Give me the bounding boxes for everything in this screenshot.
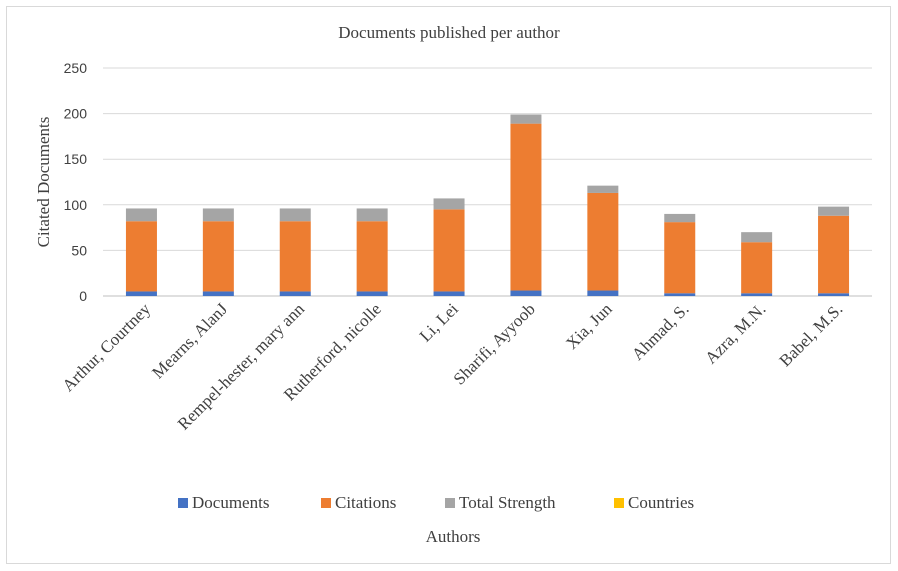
- bar-segment: [818, 215, 850, 294]
- bar-segment: [587, 192, 619, 291]
- bar-segment: [125, 208, 157, 222]
- legend-swatch: [178, 498, 188, 508]
- x-tick-label: Sharifi, Ayyoob: [450, 299, 539, 388]
- y-tick-label: 150: [64, 151, 88, 167]
- bar-segment: [202, 208, 234, 222]
- bar-segment: [356, 291, 388, 296]
- legend-swatch: [614, 498, 624, 508]
- bar-segment: [279, 291, 311, 296]
- bar-segment: [125, 291, 157, 296]
- y-axis-ticks: 0 50 100 150 200 250: [64, 60, 88, 304]
- chart-title: Documents published per author: [338, 23, 560, 42]
- bar-segment: [818, 293, 850, 296]
- bar-segment: [510, 123, 542, 291]
- bar-segment: [433, 291, 465, 296]
- legend-swatch: [445, 498, 455, 508]
- x-tick-label: Rempel-hester, mary ann: [174, 299, 308, 433]
- bar-segment: [741, 232, 773, 243]
- bar-segment: [818, 206, 850, 216]
- x-tick-label: Arthur, Courtney: [59, 299, 155, 395]
- x-tick-label: Li, Lei: [416, 299, 462, 345]
- legend-label: Documents: [192, 493, 269, 512]
- x-tick-label: Mearns, AlanJ: [148, 299, 231, 382]
- x-axis-label: Authors: [426, 527, 481, 546]
- bar-segment: [664, 213, 696, 223]
- legend-label: Countries: [628, 493, 694, 512]
- x-tick-label: Babel, M.S.: [776, 299, 847, 370]
- bar-segment: [664, 293, 696, 296]
- bar-segment: [356, 208, 388, 222]
- y-tick-label: 250: [64, 60, 88, 76]
- bar-segment: [279, 208, 311, 222]
- legend: Documents Citations Total Strength Countrie…: [178, 493, 694, 512]
- bar-segment: [125, 221, 157, 292]
- bar-segment: [741, 242, 773, 294]
- bar-segment: [587, 290, 619, 296]
- bar-segment: [202, 221, 234, 292]
- bar-segment: [510, 290, 542, 296]
- x-tick-label: Xia, Jun: [562, 299, 616, 353]
- bar-segment: [279, 221, 311, 292]
- y-tick-label: 200: [64, 106, 88, 122]
- y-tick-label: 50: [71, 242, 87, 258]
- bar-segment: [664, 222, 696, 294]
- bar-segment: [433, 209, 465, 292]
- y-axis-label: Citated Documents: [34, 117, 53, 248]
- bar-segment: [433, 198, 465, 210]
- legend-swatch: [321, 498, 331, 508]
- bar-segment: [510, 114, 542, 124]
- bar-segment: [356, 221, 388, 292]
- x-tick-label: Ahmad, S.: [628, 299, 693, 364]
- bars: [125, 114, 850, 296]
- legend-label: Total Strength: [459, 493, 556, 512]
- bar-segment: [741, 293, 773, 296]
- legend-label: Citations: [335, 493, 396, 512]
- y-tick-label: 100: [64, 197, 88, 213]
- bar-segment: [202, 291, 234, 296]
- y-tick-label: 0: [79, 288, 87, 304]
- x-tick-label: Azra, M.N.: [701, 299, 769, 367]
- bar-segment: [587, 185, 619, 193]
